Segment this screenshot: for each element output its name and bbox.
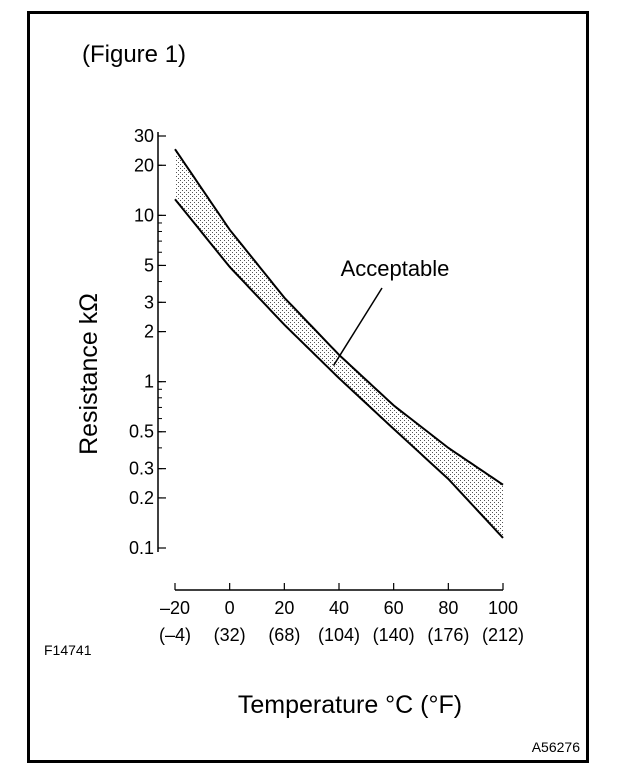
y-tick-label: 10 (134, 205, 154, 225)
x-tick-label: 60 (384, 598, 404, 618)
y-tick-label: 1 (144, 372, 154, 392)
x-tick-sublabel: (176) (427, 625, 469, 645)
y-tick-label: 0.5 (129, 422, 154, 442)
annotation-leader (332, 287, 383, 366)
upper-limit-line (174, 148, 504, 486)
x-tick-sublabel: (32) (214, 625, 246, 645)
x-tick-label: 80 (438, 598, 458, 618)
y-tick-label: 0.1 (129, 538, 154, 558)
x-tick-sublabel: (68) (268, 625, 300, 645)
y-tick-label: 3 (144, 292, 154, 312)
x-tick-sublabel: (–4) (159, 625, 191, 645)
x-tick-sublabel: (212) (482, 625, 524, 645)
acceptable-band (175, 149, 503, 538)
figure-code-right: A56276 (532, 739, 580, 755)
x-tick-label: 40 (329, 598, 349, 618)
y-tick-label: 30 (134, 126, 154, 146)
x-tick-label: –20 (160, 598, 190, 618)
x-axis-label: Temperature °C (°F) (238, 691, 462, 719)
acceptable-annotation: Acceptable (341, 256, 450, 281)
y-axis-label: Resistance kΩ (75, 293, 103, 455)
chart-title: (Figure 1) (82, 41, 186, 68)
x-tick-label: 100 (488, 598, 518, 618)
y-tick-label: 2 (144, 322, 154, 342)
y-tick-label: 5 (144, 255, 154, 275)
lower-limit-line (174, 198, 504, 539)
figure-border (27, 11, 589, 763)
x-tick-sublabel: (104) (318, 625, 360, 645)
x-tick-label: 20 (274, 598, 294, 618)
x-tick-sublabel: (140) (373, 625, 415, 645)
y-tick-label: 0.3 (129, 459, 154, 479)
figure-code-left: F14741 (44, 642, 92, 658)
y-tick-label: 0.2 (129, 488, 154, 508)
y-tick-label: 20 (134, 155, 154, 175)
x-tick-label: 0 (225, 598, 235, 618)
